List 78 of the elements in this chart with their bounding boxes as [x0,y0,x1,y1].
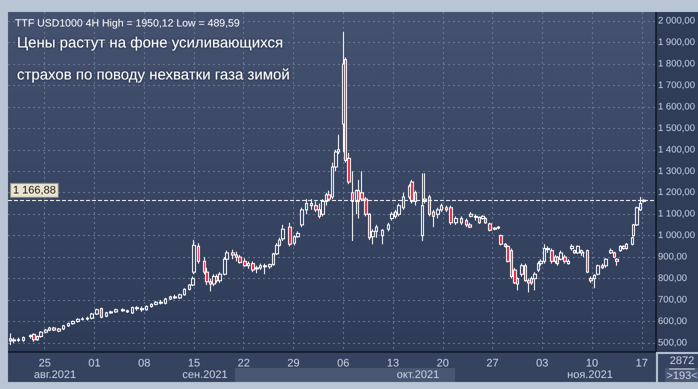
y-tick-label: 1 900,00 [658,36,695,48]
candlestick [460,216,463,226]
candlestick [36,334,39,342]
candlestick [318,202,321,219]
candlestick [465,218,468,228]
ref-line-label: 1 166,88 [13,184,56,196]
text: Цены растут на фоне усиливающихся страхов по поводу нехватки газа зимой [17,34,290,84]
candlestick [481,214,485,220]
candlestick [478,216,481,224]
y-tick-label: 1 400,00 [658,144,695,156]
y-tick-label: 800,00 [658,273,688,284]
candlestick [288,222,292,247]
y-tick-label: 1 000,00 [658,230,695,242]
y-tick-label: 500,00 [658,337,688,348]
candlestick [191,276,195,287]
candlestick [12,337,16,344]
candlestick [543,244,546,264]
x-tick-label: 10 [586,358,598,370]
y-tick-label: 1 300,00 [658,166,695,177]
y-tick-label: 2 000,00 [658,16,695,27]
candlestick [609,248,613,254]
candlestick [619,244,622,252]
text: 2872 [670,355,694,367]
x-tick-label: 22 [238,358,250,370]
text: ноя.2021 [567,369,613,381]
candlestick [381,228,384,245]
text: >193< [666,370,698,382]
x-tick-label: 01 [88,358,101,370]
text: TTF USD1000 4H High = 1950,12 Low = 489,59 [15,18,240,30]
candlestick [497,226,500,230]
y-tick-label: 1 100,00 [658,208,695,220]
candlestick [32,332,36,342]
candlestick [586,249,589,274]
candlestick [533,272,537,291]
x-tick-label: 15 [188,358,200,370]
candlestick [251,260,255,273]
candlestick [235,251,238,262]
x-tick-label: 13 [386,358,400,370]
candlestick [9,332,12,346]
candlestick [625,242,628,250]
candlestick [580,249,583,257]
y-tick-label: 1 200,00 [658,187,695,198]
x-tick-label: 06 [337,358,350,370]
x-tick-label: 17 [636,358,648,370]
candlestick [468,222,472,229]
candlestick [550,248,554,264]
y-tick-label: 1 700,00 [658,80,695,91]
candlestick [22,336,25,342]
text: сен.2021 [182,369,228,381]
x-tick-label: 08 [138,358,150,370]
y-tick-label: 1 800,00 [658,58,695,70]
y-tick-label: 600,00 [658,316,688,328]
x-tick-label: 25 [38,358,51,370]
y-tick-label: 1 500,00 [658,122,695,134]
candlestick [570,244,574,252]
x-tick-label: 20 [436,358,449,370]
x-tick-label: 27 [486,358,499,370]
y-tick-label: 900,00 [658,252,688,263]
candlestick [563,254,567,264]
x-tick-label: 29 [287,358,300,370]
candlestick [215,274,218,284]
text: окт.2021 [396,369,440,381]
candlestick [499,234,503,246]
candlestick [484,216,487,224]
candlestick [576,244,580,254]
candlestick [604,258,608,268]
candlestick [231,249,235,260]
x-tick-label: 03 [536,358,548,370]
candlestick [255,265,259,274]
candlestick [387,222,390,232]
candlestick [192,239,196,275]
candlestick [29,334,32,340]
y-tick-label: 1 600,00 [658,101,695,112]
candlestick [390,212,394,222]
candlestick [567,258,570,266]
candlestick [537,260,540,273]
y-tick-label: 700,00 [658,294,688,306]
text: авг.2021 [34,369,76,381]
